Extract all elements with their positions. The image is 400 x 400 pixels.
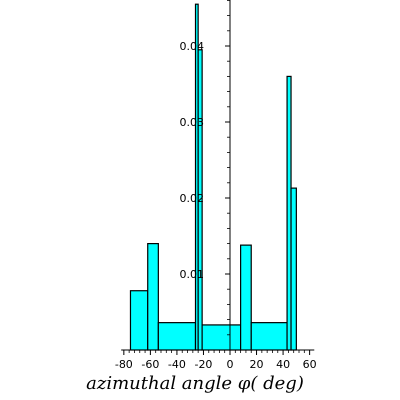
histogram-bar-0 <box>129 290 149 351</box>
x-tick-label: 20 <box>250 358 264 371</box>
axes <box>121 0 315 355</box>
y-tick-label: 0.02 <box>180 192 205 205</box>
y-tick-label: 0.03 <box>180 116 205 129</box>
y-tick-label: 0.04 <box>180 40 205 53</box>
histogram-bar-9 <box>290 187 297 351</box>
x-tick-label: 60 <box>303 358 317 371</box>
histogram-bar-6 <box>240 244 252 351</box>
x-axis-title: azimuthal angle φ( deg) <box>86 373 304 394</box>
y-tick-label: 0.01 <box>180 268 205 281</box>
x-tick-label: 0 <box>227 358 234 371</box>
tick-labels: -80 -60 -40 -20 0 20 40 60 0.01 0.02 0.03 0.04 <box>115 40 317 371</box>
x-tick-label: -40 <box>168 358 186 371</box>
x-tick-label: -60 <box>141 358 159 371</box>
x-tick-label: 40 <box>276 358 290 371</box>
histogram-bar-7 <box>250 322 288 351</box>
histogram-bars <box>129 3 297 351</box>
histogram-bar-2 <box>157 322 197 351</box>
histogram-bar-1 <box>147 243 159 351</box>
x-tick-label: -80 <box>115 358 133 371</box>
x-tick-label: -20 <box>194 358 212 371</box>
histogram-bar-5 <box>201 324 242 351</box>
